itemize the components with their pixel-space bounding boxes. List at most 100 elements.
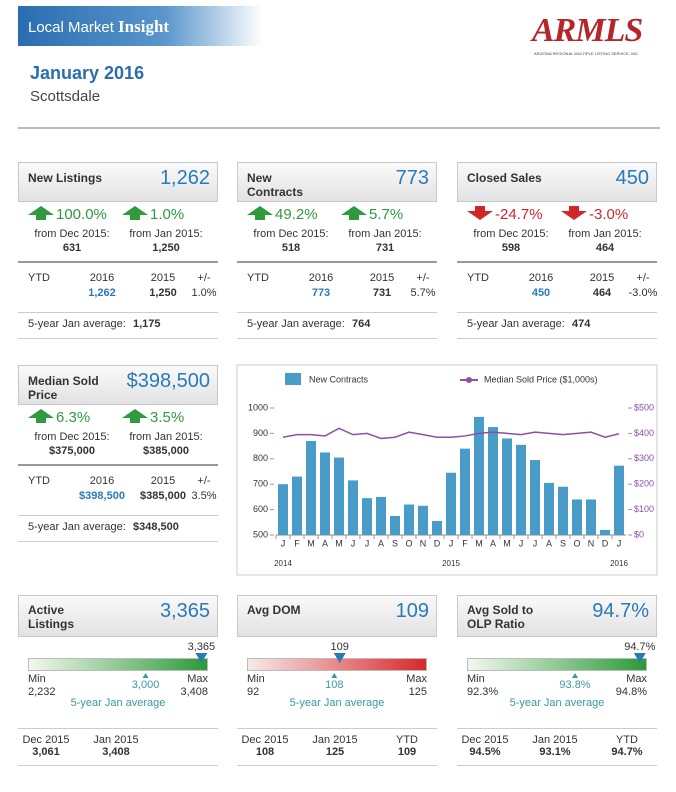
chart-frame [236,364,658,576]
bar [600,529,610,535]
graphic [28,409,54,423]
change-from-value: $375,000 [49,445,95,457]
ytd-header: +/- [416,272,430,284]
graphic [467,206,493,220]
rule [457,261,657,263]
bar [474,416,484,535]
change-from-value: 518 [281,242,301,254]
current-marker [195,653,208,663]
max-label: Max [406,673,427,685]
bar [376,496,386,535]
max-value: 125 [408,686,427,698]
gauge-header [237,595,437,637]
average-marker [572,673,578,678]
x-tick-label: S [392,538,398,548]
bar [446,472,456,535]
max-label: Max [187,673,208,685]
bar [544,482,554,535]
rule [237,728,437,729]
bar [586,499,596,535]
legend-label: New Contracts [309,374,369,384]
change-arrow [122,409,148,423]
ytd-header: YTD [28,272,50,284]
change-from-value: $385,000 [143,445,189,457]
ytd-header: YTD [247,272,269,284]
ytd-header: 2015 [369,272,395,284]
period-label: 2015 [442,559,460,568]
history-value: 94.5% [469,746,501,758]
avg-label: 5-year Jan average: [467,318,565,330]
current-marker [633,653,646,663]
divider [18,127,660,129]
rule [18,765,218,766]
bar [572,499,582,535]
current-label: 109 [330,641,349,653]
graphic [341,206,367,220]
x-tick-label: J [365,538,370,548]
change-pct: 1.0% [150,206,185,223]
avg-value: 1,175 [133,318,161,330]
bar [516,444,526,535]
legend-swatch [466,377,472,383]
change-pct: 100.0% [56,206,107,223]
x-tick-label: J [519,538,524,548]
x-tick-label: J [351,538,356,548]
logo: ARMLS [532,12,643,49]
rule [18,464,218,466]
gauge-title: Avg DOM [247,603,301,617]
rule [18,728,218,729]
x-tick-label: M [335,538,343,548]
change-from-value: 464 [595,242,615,254]
max-value: 94.8% [615,686,647,698]
avg-value: $348,500 [133,521,179,533]
x-tick-label: S [560,538,566,548]
bar [278,484,288,535]
x-tick-label: D [434,538,441,548]
x-tick-label: O [573,538,580,548]
change-pct: 5.7% [369,206,404,223]
rule [237,338,437,339]
gauge-value: 94.7% [592,600,649,622]
x-tick-label: M [475,538,483,548]
bar [614,465,624,535]
rule [237,261,437,263]
card-title: Median Sold Price [28,374,99,402]
history-header: YTD [616,734,638,746]
bar [530,460,540,535]
header-title: Local Market Insight [28,17,169,37]
ytd-value: 731 [372,287,392,299]
history-header: Jan 2015 [532,734,578,746]
y-tick-label: 800 [253,453,268,463]
graphic [247,206,273,220]
x-tick-label: D [602,538,609,548]
gauge-header [457,595,657,637]
legend-swatch [285,373,301,385]
ytd-value: 1.0% [191,287,217,299]
gauge-title: Active Listings [28,603,75,631]
history-header: Jan 2015 [93,734,139,746]
card-header [457,162,657,202]
change-arrow [122,206,148,220]
graphic [122,409,148,423]
rule [18,261,218,263]
bar [558,486,568,535]
history-header: Dec 2015 [241,734,289,746]
bar [334,457,344,535]
ytd-header: YTD [467,272,489,284]
title-emphasis: Insight [118,17,170,36]
average-value: 108 [325,679,344,691]
gauge-bar [467,658,647,671]
history-value: 3,061 [32,746,60,758]
history-value: 125 [325,746,345,758]
change-from-label: from Dec 2015: [253,228,329,240]
x-tick-label: N [588,538,595,548]
ytd-header: +/- [636,272,650,284]
ytd-value: $385,000 [140,490,186,502]
rule [18,338,218,339]
report-month: January 2016 [30,63,145,83]
x-tick-label: F [462,538,468,548]
